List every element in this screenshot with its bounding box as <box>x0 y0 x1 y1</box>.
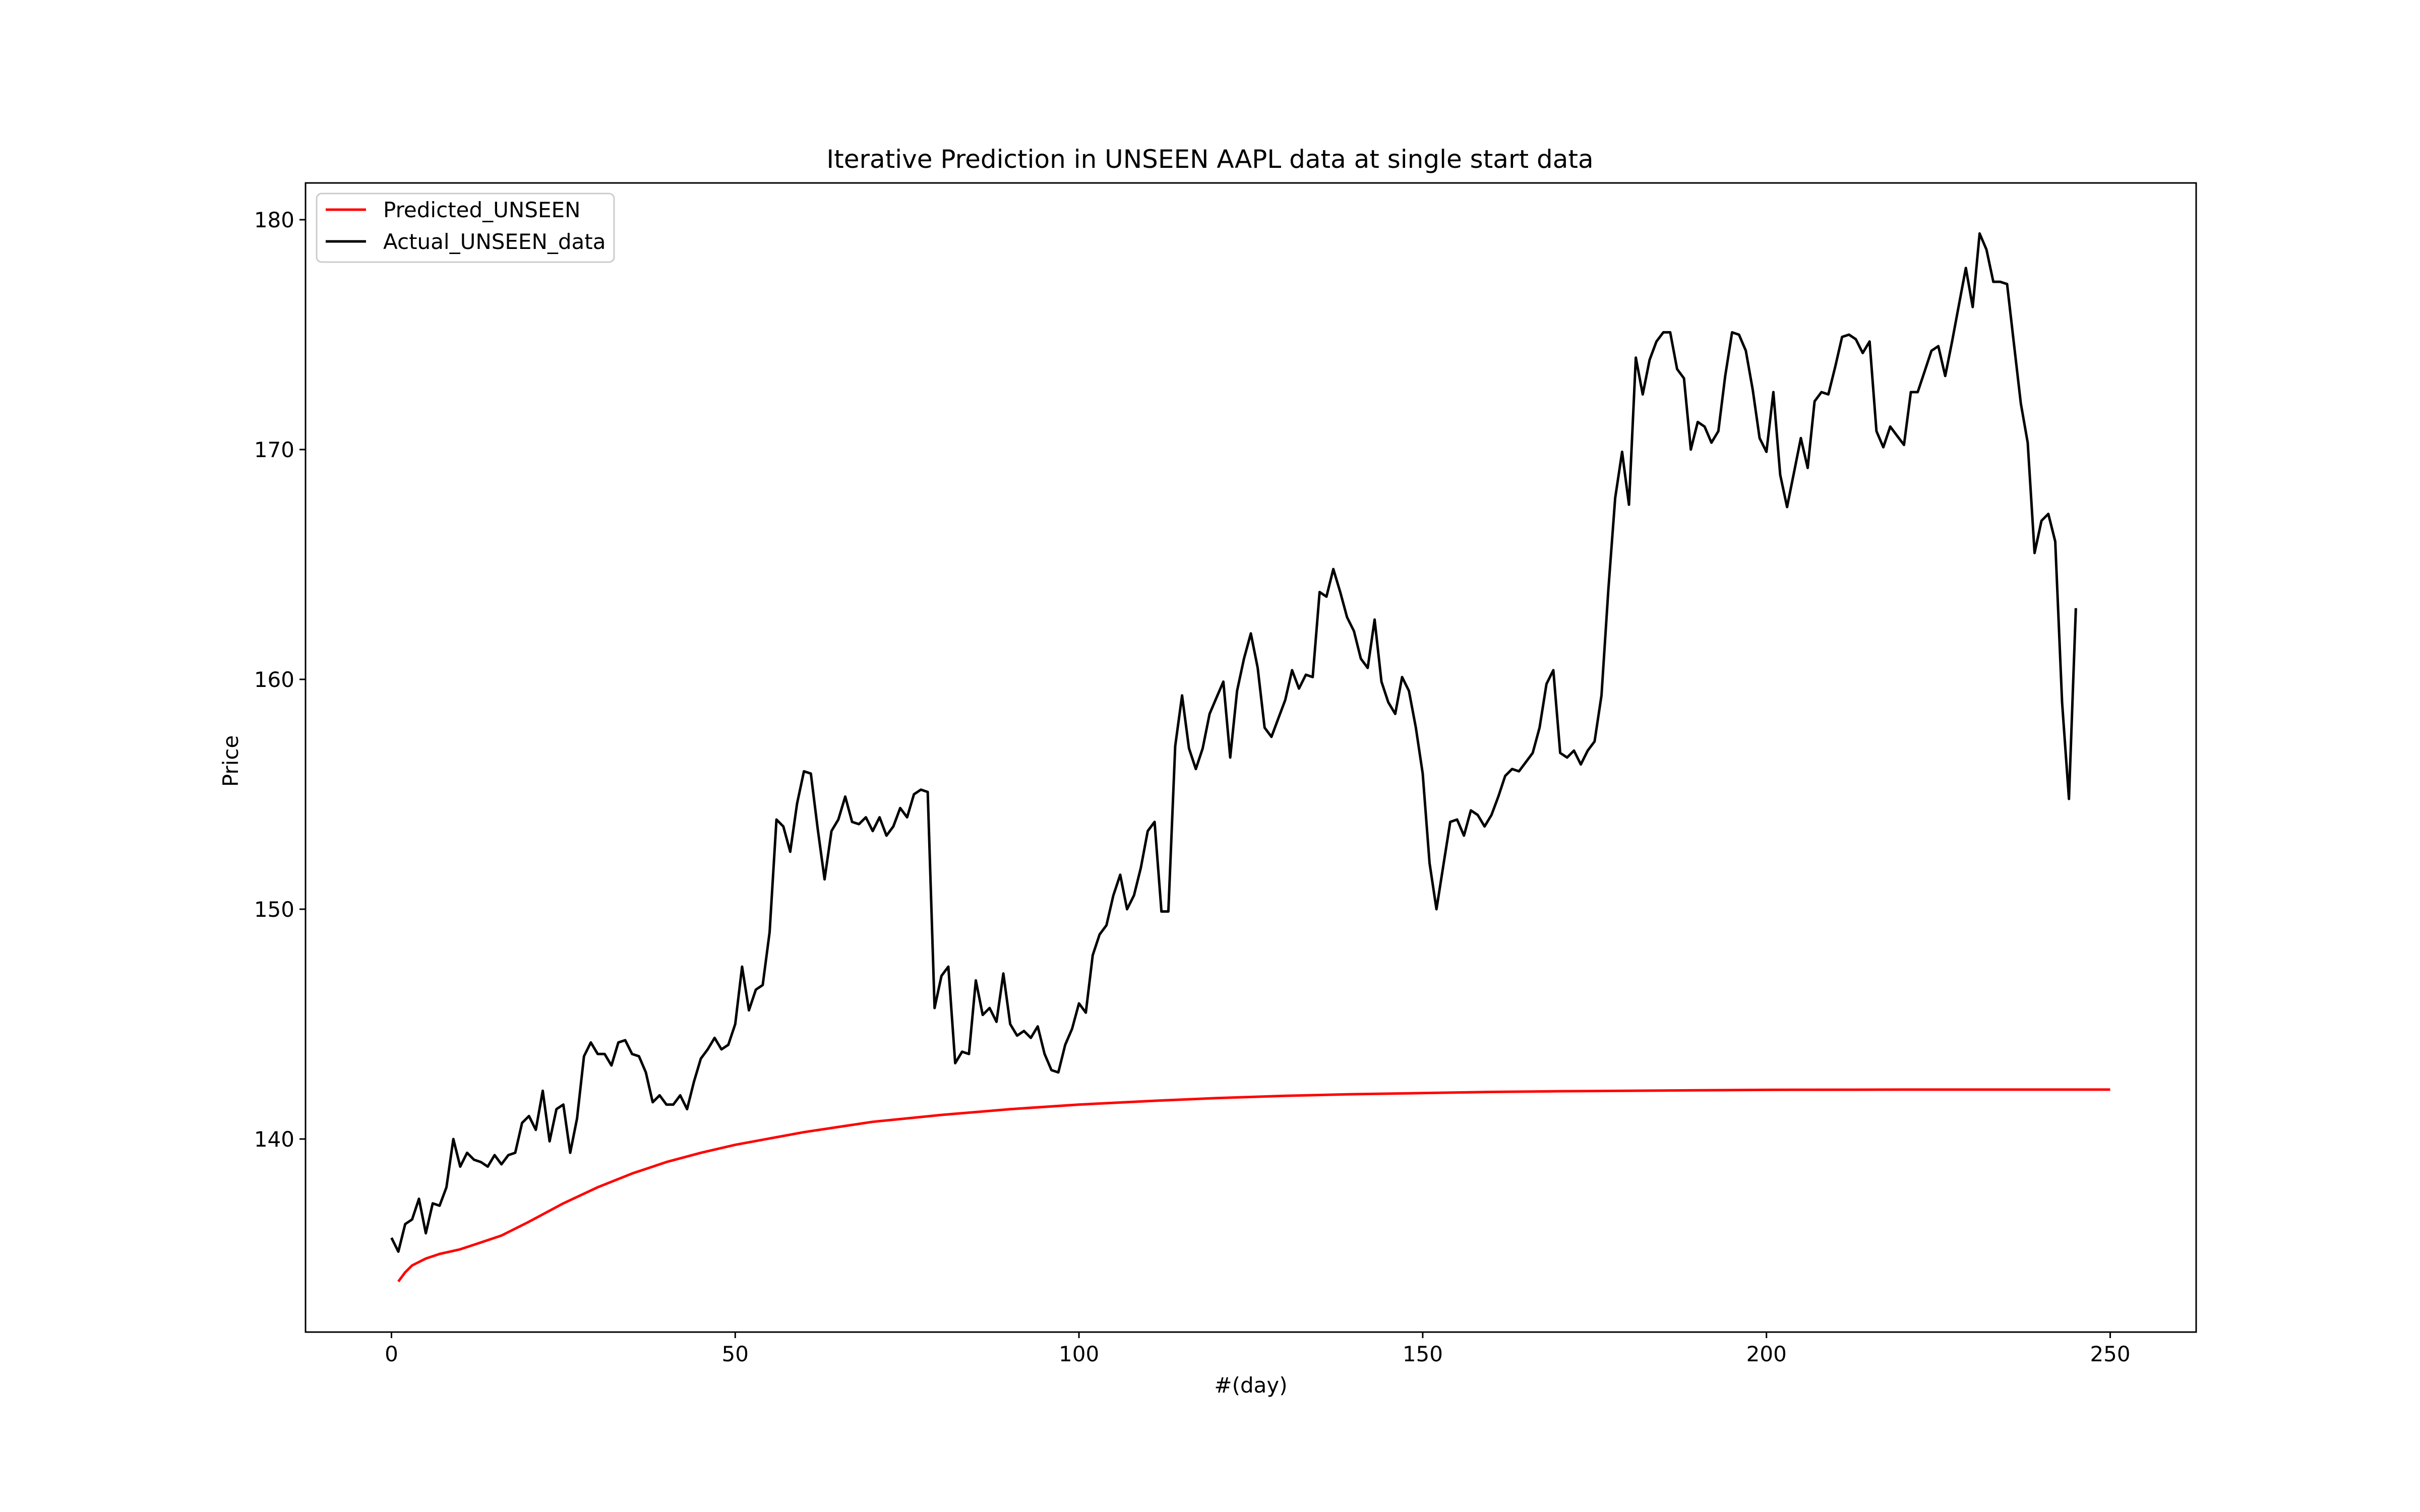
x-tick-label: 150 <box>1403 1342 1443 1366</box>
chart-title: Iterative Prediction in UNSEEN AAPL data… <box>826 145 1593 174</box>
series-layer <box>390 232 2110 1283</box>
y-tick-label: 150 <box>254 897 294 922</box>
y-tick-label: 180 <box>254 208 294 232</box>
x-tick-label: 0 <box>385 1342 398 1366</box>
plot-area: 0 50 100 150 200 250 140 150 160 170 180 <box>254 182 2197 1366</box>
y-tick-label: 170 <box>254 437 294 462</box>
x-tick-label: 100 <box>1059 1342 1099 1366</box>
x-axis-label: #(day) <box>1214 1373 1287 1398</box>
legend-label-actual: Actual_UNSEEN_data <box>383 229 606 254</box>
x-tick-label: 50 <box>722 1342 749 1366</box>
legend-box <box>316 193 615 263</box>
y-axis-label: Price <box>218 735 243 787</box>
y-tick-label: 160 <box>254 667 294 692</box>
series-line-actual-unseen-data <box>390 232 2077 1253</box>
x-axis-ticks: 0 50 100 150 200 250 <box>385 1332 2131 1366</box>
x-tick-label: 250 <box>2090 1342 2130 1366</box>
legend-label-predicted: Predicted_UNSEEN <box>383 198 580 222</box>
plot-frame <box>305 182 2197 1333</box>
x-tick-label: 200 <box>1746 1342 1787 1366</box>
y-axis-ticks: 140 150 160 170 180 <box>254 208 306 1152</box>
legend: Predicted_UNSEEN Actual_UNSEEN_data <box>316 193 615 263</box>
series-line-predicted-unseen <box>397 1088 2110 1283</box>
y-tick-label: 140 <box>254 1127 294 1152</box>
